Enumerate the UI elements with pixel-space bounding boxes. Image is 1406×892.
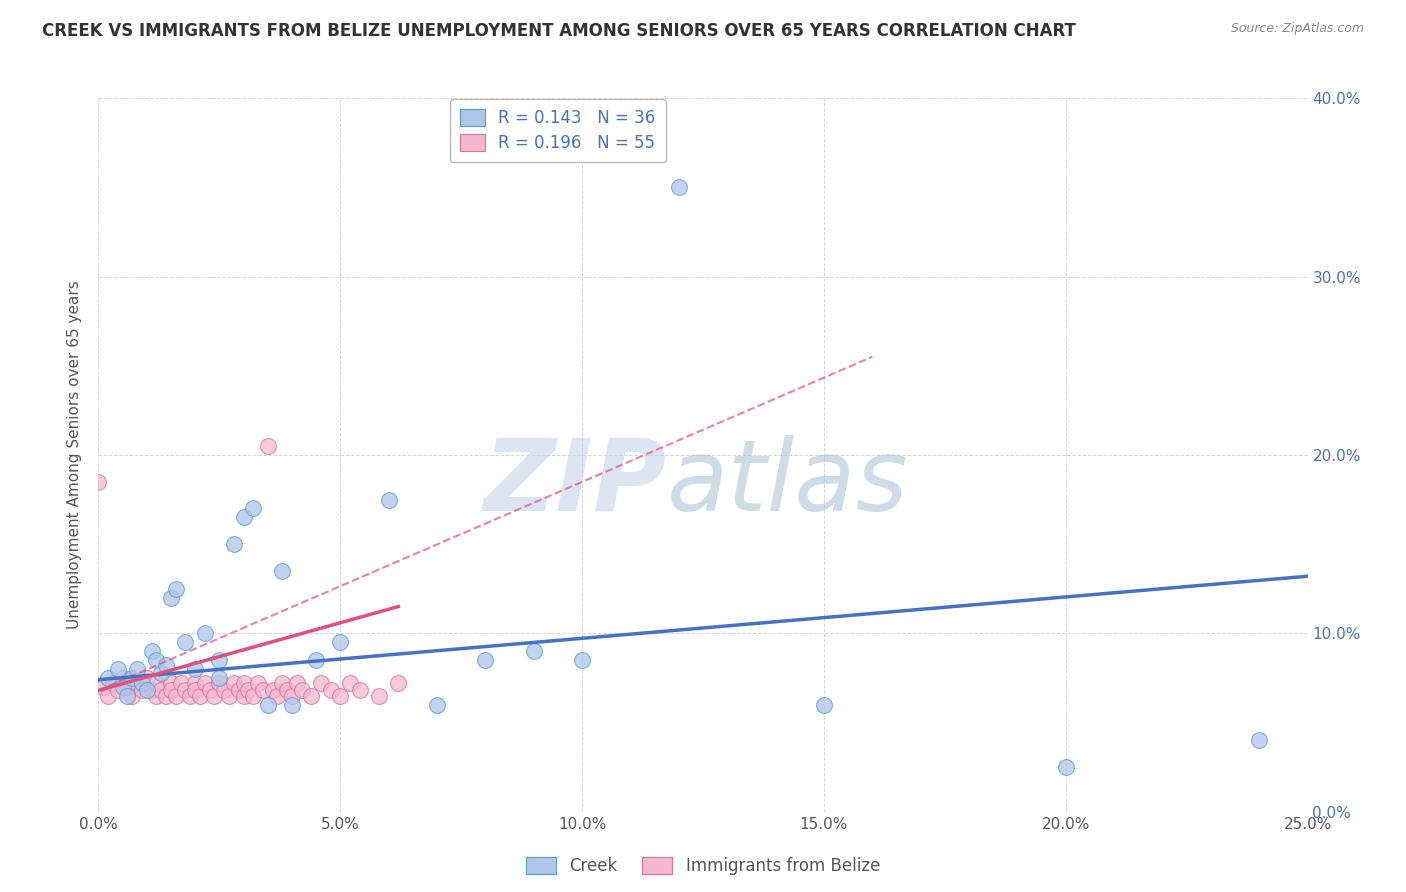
Point (242, 689, 264, 703)
Point (111, 671, 134, 685)
Legend: Creek, Immigrants from Belize: Creek, Immigrants from Belize (519, 850, 887, 882)
Point (97, 689, 120, 703)
Point (198, 683, 221, 698)
Point (174, 683, 197, 698)
Point (101, 676, 124, 690)
Point (150, 665, 173, 680)
Point (135, 683, 157, 698)
Point (160, 676, 183, 690)
Point (145, 689, 167, 703)
Point (111, 680, 134, 694)
Point (194, 626, 217, 640)
Text: Source: ZipAtlas.com: Source: ZipAtlas.com (1230, 22, 1364, 36)
Point (131, 683, 153, 698)
Point (179, 689, 201, 703)
Point (319, 683, 342, 698)
Point (107, 683, 129, 698)
Point (377, 492, 399, 507)
Text: CREEK VS IMMIGRANTS FROM BELIZE UNEMPLOYMENT AMONG SENIORS OVER 65 YEARS CORRELA: CREEK VS IMMIGRANTS FROM BELIZE UNEMPLOY… (42, 22, 1076, 40)
Point (309, 676, 332, 690)
Point (329, 635, 352, 649)
Point (208, 653, 231, 667)
Point (117, 689, 139, 703)
Point (107, 662, 129, 676)
Point (141, 683, 163, 698)
Point (299, 689, 322, 703)
Point (145, 676, 167, 690)
Point (523, 644, 546, 658)
Point (184, 662, 207, 676)
Point (281, 698, 304, 712)
Point (426, 698, 449, 712)
Point (212, 683, 235, 698)
Point (256, 439, 278, 453)
Point (97, 671, 120, 685)
Point (339, 676, 361, 690)
Point (208, 676, 231, 690)
Point (135, 671, 157, 685)
Point (91, 680, 114, 694)
Point (329, 689, 352, 703)
Point (131, 676, 153, 690)
Point (165, 582, 187, 596)
Point (160, 591, 183, 605)
Point (169, 676, 191, 690)
Text: ZIP: ZIP (484, 435, 666, 532)
Point (232, 676, 254, 690)
Point (228, 683, 250, 698)
Point (290, 683, 312, 698)
Point (145, 653, 167, 667)
Point (117, 680, 139, 694)
Point (668, 180, 690, 194)
Point (184, 676, 207, 690)
Text: atlas: atlas (666, 435, 908, 532)
Point (204, 689, 226, 703)
Point (188, 689, 211, 703)
Point (160, 683, 183, 698)
Point (256, 698, 278, 712)
Point (262, 683, 284, 698)
Point (271, 676, 294, 690)
Point (184, 683, 207, 698)
Point (305, 653, 328, 667)
Point (266, 689, 288, 703)
Point (285, 676, 308, 690)
Point (232, 689, 254, 703)
Point (242, 501, 264, 516)
Point (218, 689, 240, 703)
Point (141, 644, 163, 658)
Y-axis label: Unemployment Among Seniors over 65 years: Unemployment Among Seniors over 65 years (67, 281, 83, 629)
Point (194, 676, 217, 690)
Point (238, 683, 260, 698)
Point (150, 683, 173, 698)
Point (252, 683, 274, 698)
Point (208, 671, 231, 685)
Point (571, 653, 593, 667)
Point (121, 671, 143, 685)
Point (121, 689, 143, 703)
Point (1249, 733, 1271, 747)
Point (155, 658, 177, 673)
Point (222, 676, 245, 690)
Point (281, 689, 304, 703)
Point (247, 676, 270, 690)
Point (1054, 760, 1077, 774)
Point (271, 564, 294, 578)
Point (127, 662, 149, 676)
Point (222, 537, 245, 551)
Point (276, 683, 298, 698)
Point (165, 689, 187, 703)
Point (349, 683, 371, 698)
Point (813, 698, 835, 712)
Point (232, 510, 254, 524)
Point (174, 635, 197, 649)
Point (155, 689, 177, 703)
Point (368, 689, 391, 703)
Point (474, 653, 496, 667)
Point (87, 475, 110, 489)
Point (387, 676, 409, 690)
Point (127, 676, 149, 690)
